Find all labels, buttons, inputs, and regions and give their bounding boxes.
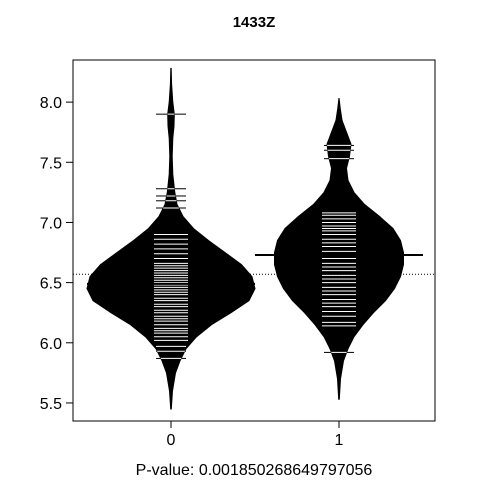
bean-group-0 [86, 67, 256, 410]
y-tick-label: 7.0 [40, 215, 62, 232]
y-tick-label: 7.5 [40, 155, 62, 172]
x-axis-label: P-value: 0.00185026864979705​6 [136, 462, 373, 479]
axes: 5.5 6.0 6.5 7.0 7.5 8.0 0 1 [40, 59, 436, 449]
y-tick-label: 8.0 [40, 95, 62, 112]
bean-shape-0 [86, 67, 256, 410]
bean-shape-1 [274, 98, 404, 400]
y-tick-label: 6.5 [40, 276, 62, 293]
plot-area [73, 67, 435, 410]
plot-frame [72, 59, 436, 422]
x-tick-label: 0 [167, 432, 176, 449]
bean-group-1 [255, 98, 423, 400]
x-tick-label: 1 [335, 432, 344, 449]
y-tick-label: 5.5 [40, 396, 62, 413]
y-tick-label: 6.0 [40, 336, 62, 353]
chart-title: 1433Z [233, 14, 276, 31]
